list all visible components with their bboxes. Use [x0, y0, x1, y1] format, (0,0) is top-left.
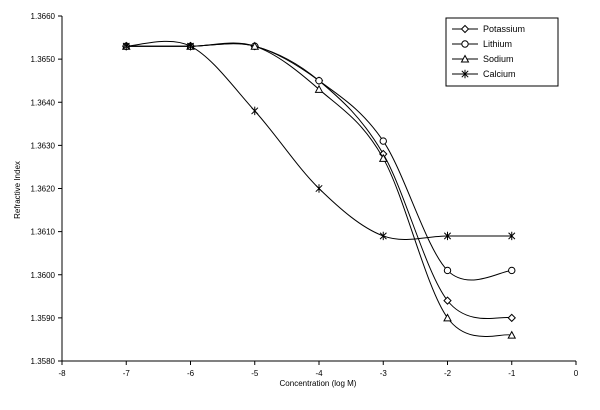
data-point-calcium	[315, 184, 323, 193]
x-tick-label: -4	[315, 369, 323, 378]
legend-item-sodium: Sodium	[452, 54, 514, 64]
data-point-calcium	[251, 106, 259, 116]
y-tick-label: 1.3650	[31, 55, 56, 64]
x-tick-label: -2	[444, 369, 452, 378]
y-tick-label: 1.3620	[31, 185, 56, 194]
data-point-sodium	[507, 330, 517, 339]
data-point-sodium	[443, 313, 452, 322]
data-point-calcium	[379, 231, 387, 241]
legend-label: Potassium	[483, 24, 525, 34]
x-tick-label: -1	[508, 369, 516, 378]
data-point-calcium	[122, 41, 130, 51]
data-point-sodium	[250, 41, 260, 50]
x-tick-label: -3	[380, 369, 388, 378]
y-tick-label: 1.3590	[31, 314, 56, 323]
y-tick-label: 1.3580	[31, 357, 56, 366]
y-tick-label: 1.3640	[31, 98, 56, 107]
data-point-sodium	[378, 153, 388, 162]
y-axis-label: Refractive Index	[13, 161, 22, 219]
data-point-potassium	[443, 296, 452, 305]
legend-marker-calcium	[461, 69, 469, 79]
data-point-calcium	[443, 231, 452, 241]
data-point-sodium	[314, 84, 324, 93]
x-tick-label: 0	[574, 369, 579, 378]
legend-label: Calcium	[483, 69, 516, 79]
x-axis-label: Concentration (log M)	[280, 379, 357, 388]
legend-marker-lithium	[461, 40, 469, 48]
data-point-potassium	[507, 313, 516, 323]
x-tick-label: -6	[187, 369, 195, 378]
legend-label: Lithium	[483, 39, 512, 49]
data-point-lithium	[379, 137, 387, 145]
y-tick-label: 1.3660	[31, 12, 56, 21]
data-point-calcium	[186, 41, 195, 51]
legend: Potassium Lithium Sodium Calcium	[445, 17, 559, 87]
legend-marker-sodium	[460, 54, 470, 63]
series-calcium	[122, 40, 516, 241]
legend-marker-potassium	[460, 24, 470, 34]
legend-label: Sodium	[483, 54, 514, 64]
x-tick-label: -7	[123, 369, 131, 378]
data-point-lithium	[443, 266, 452, 275]
x-tick-label: -8	[58, 369, 66, 378]
data-point-lithium	[508, 266, 516, 275]
legend-item-potassium: Potassium	[452, 24, 525, 34]
data-point-lithium	[315, 76, 323, 85]
y-tick-label: 1.3610	[31, 228, 56, 237]
legend-item-lithium: Lithium	[452, 39, 512, 49]
y-tick-label: 1.3600	[31, 271, 56, 280]
x-tick-label: -5	[251, 369, 259, 378]
legend-item-calcium: Calcium	[452, 69, 516, 79]
data-point-calcium	[508, 231, 516, 241]
y-tick-label: 1.3630	[31, 141, 56, 150]
